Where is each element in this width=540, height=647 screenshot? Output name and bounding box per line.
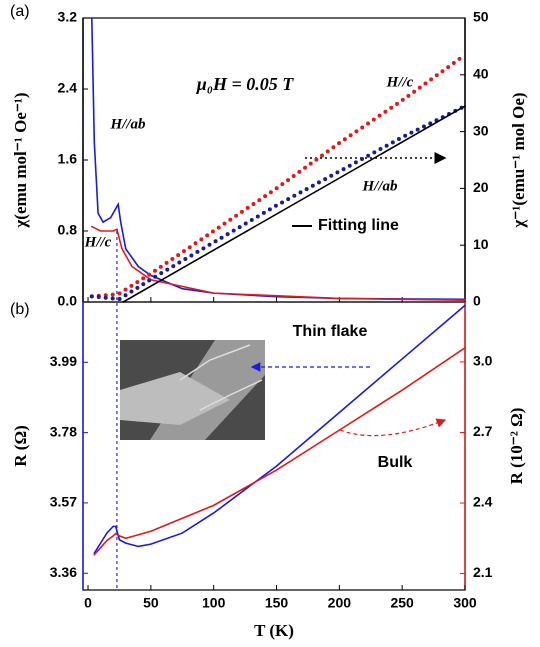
y-tick-label: 0.8 [58,222,78,238]
series-line [89,104,467,302]
x-axis-label: T (K) [254,621,294,640]
y2-tick-label: 10 [473,236,489,252]
series-line [89,52,467,299]
series-line [122,105,466,303]
y-tick-label: 0.0 [58,293,78,309]
annotation: Bulk [378,454,413,471]
plot-frame [82,17,466,303]
y-tick-label: 1.6 [58,151,78,167]
annotation: H//c [84,234,112,250]
annotation: H//c [386,74,414,90]
y2-tick-label: 20 [473,179,489,195]
y2-tick-label: 2.7 [473,423,493,439]
y-tick-label: 2.4 [58,80,78,96]
x-tick-label: 50 [143,595,159,611]
y-tick-label: 3.57 [50,494,77,510]
annotation: μ₀H = 0.05 T [196,74,295,94]
x-tick-label: 300 [453,595,477,611]
x-tick-label: 100 [202,595,226,611]
series-line [90,225,466,302]
y2-tick-label: 30 [473,122,489,138]
y-tick-label: 3.99 [50,353,77,369]
y2-tick-label: 0 [473,293,481,309]
y-tick-label: 3.78 [50,423,77,439]
series-line [93,347,466,556]
annotation: H//ab [109,116,146,132]
x-tick-label: 250 [390,595,414,611]
inset-image [120,340,265,440]
y2-tick-label: 2.4 [473,494,493,510]
y-tick-label: 3.2 [58,9,78,25]
y-tick-label: 3.36 [50,564,77,580]
panel-label: (a) [10,3,30,20]
y2-tick-label: 2.1 [473,564,493,580]
x-tick-label: 150 [265,595,289,611]
panel-label: (b) [10,301,30,318]
legend-label: Fitting line [318,217,399,234]
y2-axis-label: χ⁻¹(emu⁻¹ mol Oe) [509,92,528,228]
series-line [90,17,466,301]
arrow [339,418,447,437]
y2-tick-label: 3.0 [473,353,493,369]
y2-tick-label: 40 [473,66,489,82]
x-tick-label: 200 [328,595,352,611]
y-axis-label: R (Ω) [11,425,30,466]
y-axis-label: χ(emu mol⁻¹ Oe⁻¹) [11,92,30,228]
y2-tick-label: 50 [473,9,489,25]
annotation: H//ab [361,178,398,194]
annotation: Thin flake [293,323,368,340]
series-line [93,304,466,554]
x-tick-label: 0 [84,595,92,611]
y2-axis-label: R (10⁻² Ω) [507,408,526,485]
